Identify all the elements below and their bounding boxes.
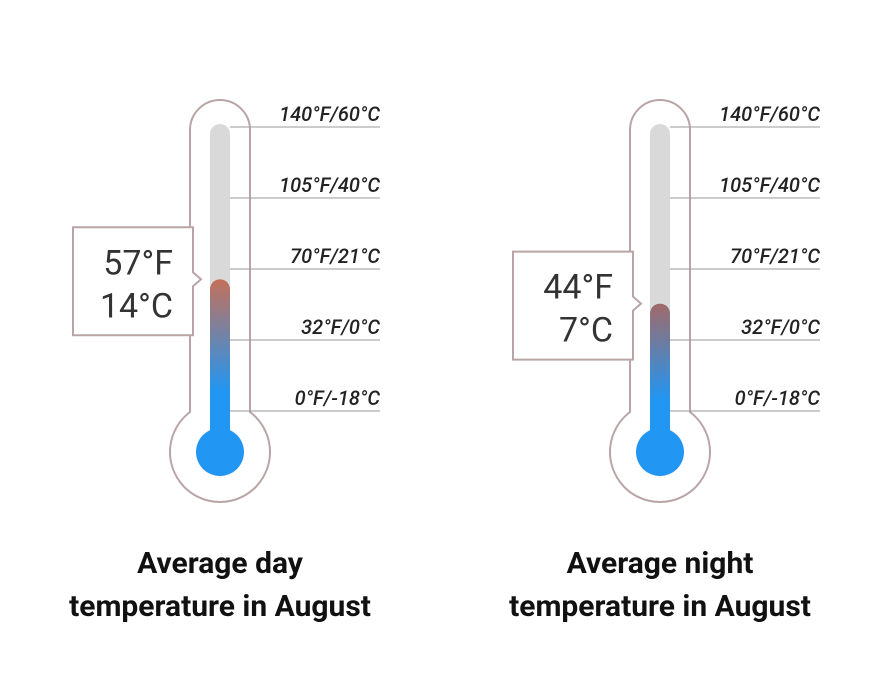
value-label-c: 7°C bbox=[559, 311, 613, 351]
thermometer-bulb bbox=[636, 428, 684, 476]
thermometer-fill bbox=[210, 279, 230, 452]
chart-title: Average night temperature in August bbox=[509, 546, 811, 624]
tick-label: 140°F/60°C bbox=[279, 102, 380, 126]
tick-label: 0°F/-18°C bbox=[295, 386, 381, 410]
value-callout bbox=[512, 250, 643, 361]
thermometer-fill bbox=[650, 303, 670, 452]
tick-label: 70°F/21°C bbox=[730, 244, 820, 268]
tick-label: 32°F/0°C bbox=[301, 315, 380, 339]
tick-label: 105°F/40°C bbox=[279, 173, 380, 197]
tick-label: 105°F/40°C bbox=[719, 173, 820, 197]
tick-label: 70°F/21°C bbox=[290, 244, 380, 268]
tick-label: 140°F/60°C bbox=[719, 102, 820, 126]
thermometer-bulb bbox=[196, 428, 244, 476]
tick-label: 0°F/-18°C bbox=[735, 386, 821, 410]
value-callout bbox=[72, 226, 203, 337]
value-label-f: 44°F bbox=[543, 268, 613, 308]
value-label-f: 57°F bbox=[103, 243, 173, 283]
value-label-c: 14°C bbox=[100, 286, 173, 326]
tick-label: 32°F/0°C bbox=[741, 315, 820, 339]
chart-title: Average day temperature in August bbox=[69, 546, 371, 624]
